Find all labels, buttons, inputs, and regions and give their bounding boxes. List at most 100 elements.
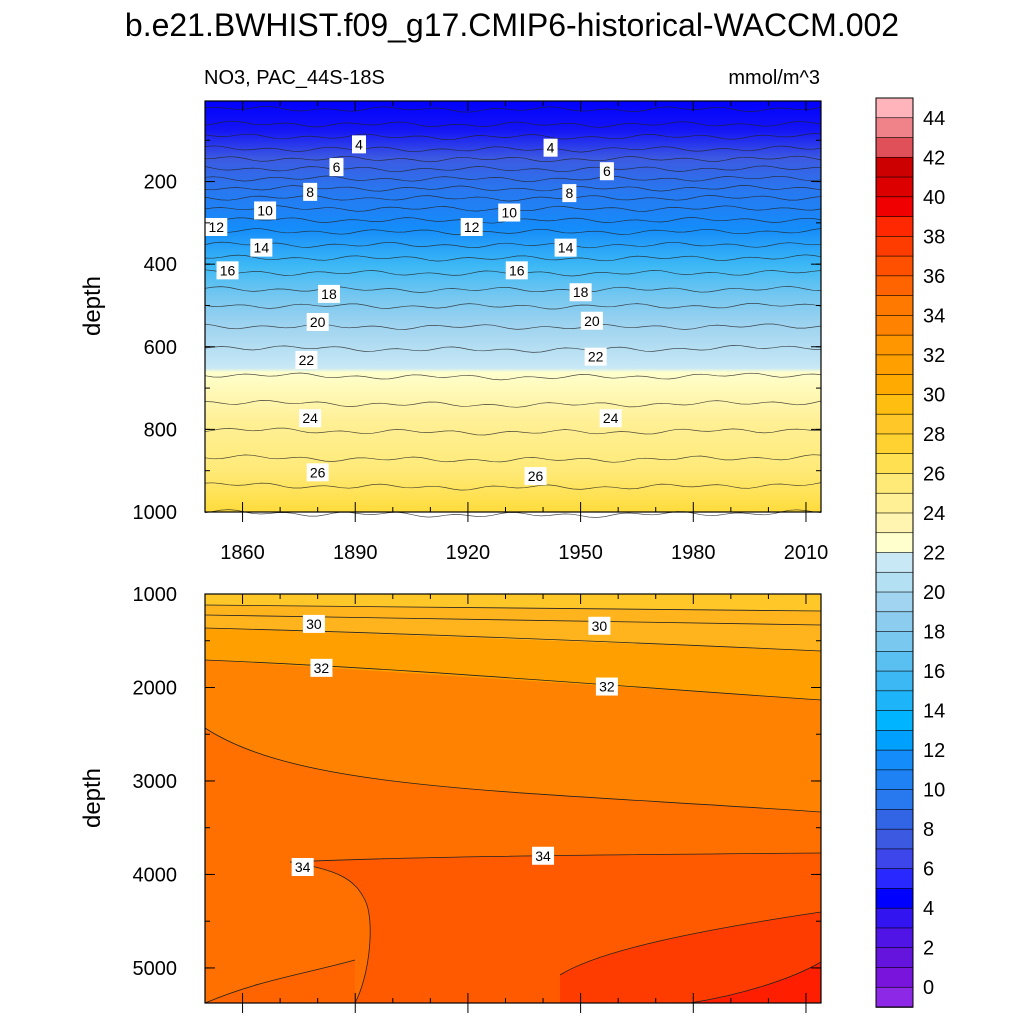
contour-line [289, 861, 371, 1004]
contour-line [204, 165, 822, 173]
colorbar-label: 16 [923, 661, 945, 683]
contour-label: 12 [464, 219, 480, 235]
contour-label: 24 [302, 410, 318, 426]
colorbar-segment [875, 789, 914, 811]
colorbar-label: 28 [923, 424, 945, 446]
colorbar-segment [875, 967, 914, 989]
colorbar-segment [875, 690, 914, 712]
contour-label: 24 [603, 410, 619, 426]
y-tick-label: 600 [144, 337, 177, 359]
contour-label-box [306, 312, 329, 331]
contour-label-box [460, 217, 483, 236]
contour-line [204, 627, 822, 652]
contour-label: 20 [310, 314, 326, 330]
colorbar-segment [875, 730, 914, 751]
contour-line [204, 303, 822, 310]
lower-band-29-30 [205, 605, 821, 651]
contour-label-box [303, 182, 318, 201]
contour-line [204, 228, 822, 235]
subtitle-left: NO3, PAC_44S-18S [204, 67, 385, 89]
colorbar-segment [875, 453, 914, 475]
colorbar-segment [875, 275, 914, 297]
colorbar-segment [875, 196, 914, 218]
contour-label: 26 [528, 468, 544, 484]
contour-line [559, 911, 822, 976]
colorbar-segment [875, 156, 914, 178]
upper-panel-frame [204, 100, 822, 513]
contour-line [204, 604, 822, 612]
contour-label: 4 [547, 140, 555, 156]
contour-line [204, 120, 822, 128]
contour-label-box [505, 261, 528, 280]
contour-line [204, 400, 822, 408]
contour-label: 34 [535, 848, 551, 864]
colorbar-segment [875, 413, 914, 435]
colorbar-label: 8 [923, 819, 934, 841]
colorbar-segment [875, 255, 914, 277]
colorbar-segment [875, 176, 914, 198]
contour-label-box [317, 284, 340, 303]
contour-label: 20 [584, 313, 600, 329]
contour-line [204, 286, 822, 293]
colorbar-segment [875, 473, 914, 495]
contour-line [204, 482, 822, 491]
contour-label-box [329, 158, 344, 177]
subtitle-units: mmol/m^3 [728, 67, 820, 89]
colorbar-segment [875, 651, 914, 672]
contour-label-box [250, 238, 273, 257]
colorbar-label: 6 [923, 859, 934, 881]
colorbar-segment [875, 710, 914, 732]
lower-axis-ticks: 1000 2000 3000 4000 5000 [133, 584, 821, 1013]
colorbar-segment [875, 394, 914, 415]
contour-label: 32 [599, 679, 615, 695]
contour-line [204, 241, 822, 249]
lower-band-corner [205, 960, 355, 1003]
contour-label-box [543, 138, 558, 157]
colorbar-segment [875, 591, 914, 613]
contour-label-box [569, 283, 592, 302]
x-tick-label: 1920 [446, 542, 491, 564]
colorbar-segment [875, 888, 914, 909]
y-tick-label: 4000 [133, 864, 178, 886]
colorbar-label: 0 [923, 977, 934, 999]
lower-panel-frame [204, 593, 822, 1004]
contour-label: 32 [314, 660, 330, 676]
y-tick-label: 400 [144, 254, 177, 276]
colorbar-label: 26 [923, 463, 945, 485]
colorbar-label: 14 [923, 701, 945, 723]
contour-line [204, 454, 822, 463]
contour-label-box [306, 463, 329, 482]
contour-label-box [295, 350, 318, 369]
x-tick-label: 1950 [558, 542, 603, 564]
y-tick-label: 800 [144, 419, 177, 441]
colorbar-segment [875, 828, 914, 850]
contour-label-box [532, 846, 555, 865]
colorbar-label: 40 [923, 187, 945, 209]
contour-label-box [599, 409, 622, 428]
contour-label: 4 [355, 136, 363, 152]
contour-label: 34 [295, 859, 311, 875]
contour-label: 14 [558, 240, 574, 256]
colorbar-segment [875, 97, 914, 119]
colorbar-segment [875, 947, 914, 969]
colorbar: 4442403836343230282624222018161412108642… [875, 97, 945, 1008]
contour-label: 16 [220, 262, 236, 278]
colorbar-segment [875, 749, 914, 771]
x-tick-label: 2010 [784, 542, 829, 564]
contour-label-box [588, 616, 611, 635]
contour-label-box [584, 347, 607, 366]
contour-line [204, 372, 822, 381]
colorbar-label: 32 [923, 345, 945, 367]
contour-line [204, 427, 821, 436]
y-tick-label: 2000 [133, 677, 178, 699]
lower-contour-lines [204, 604, 822, 1004]
lower-band-35-36 [560, 912, 821, 1003]
contour-label: 10 [257, 202, 273, 218]
contour-label-box [498, 203, 521, 222]
contour-label-box [580, 311, 603, 330]
contour-label: 30 [592, 618, 608, 634]
